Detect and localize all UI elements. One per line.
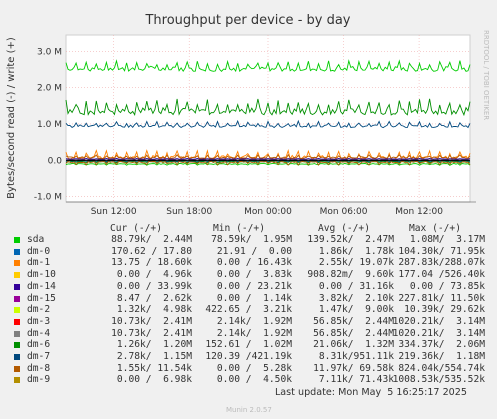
series-line-sda-write bbox=[65, 59, 471, 73]
series-line-dm-8-write bbox=[65, 153, 471, 160]
series-line-dm-8-read bbox=[65, 160, 471, 166]
chart-title: Throughput per device - by day bbox=[144, 13, 350, 28]
series-line-dm-7-write bbox=[65, 119, 471, 129]
y-tick-label: 3.0 M bbox=[37, 47, 62, 57]
axes: 3.0 M 2.0 M 1.0 M 0.0 -1.0 M Sun 12:00 Sun 18:… bbox=[34, 47, 476, 217]
y-tick-label: 0.0 bbox=[48, 156, 63, 166]
x-tick-label: Mon 00:00 bbox=[244, 207, 292, 217]
series-line-dm-14-write bbox=[65, 157, 471, 160]
series-line-dm-6-write bbox=[65, 98, 471, 117]
x-tick-label: Mon 12:00 bbox=[395, 207, 443, 217]
x-tick-label: Sun 12:00 bbox=[91, 207, 137, 217]
y-axis-label: Bytes/second read (-) / write (+) bbox=[6, 37, 17, 199]
x-tick-label: Mon 06:00 bbox=[320, 207, 368, 217]
y-tick-label: 1.0 M bbox=[37, 120, 62, 130]
y-tick-label: -1.0 M bbox=[34, 193, 62, 203]
y-tick-label: 2.0 M bbox=[37, 84, 62, 94]
x-tick-label: Sun 18:00 bbox=[166, 207, 212, 217]
rrdtool-watermark: RRDTOOL / TOBI OETIKER bbox=[482, 30, 490, 120]
series-line-sda-read bbox=[65, 163, 471, 166]
